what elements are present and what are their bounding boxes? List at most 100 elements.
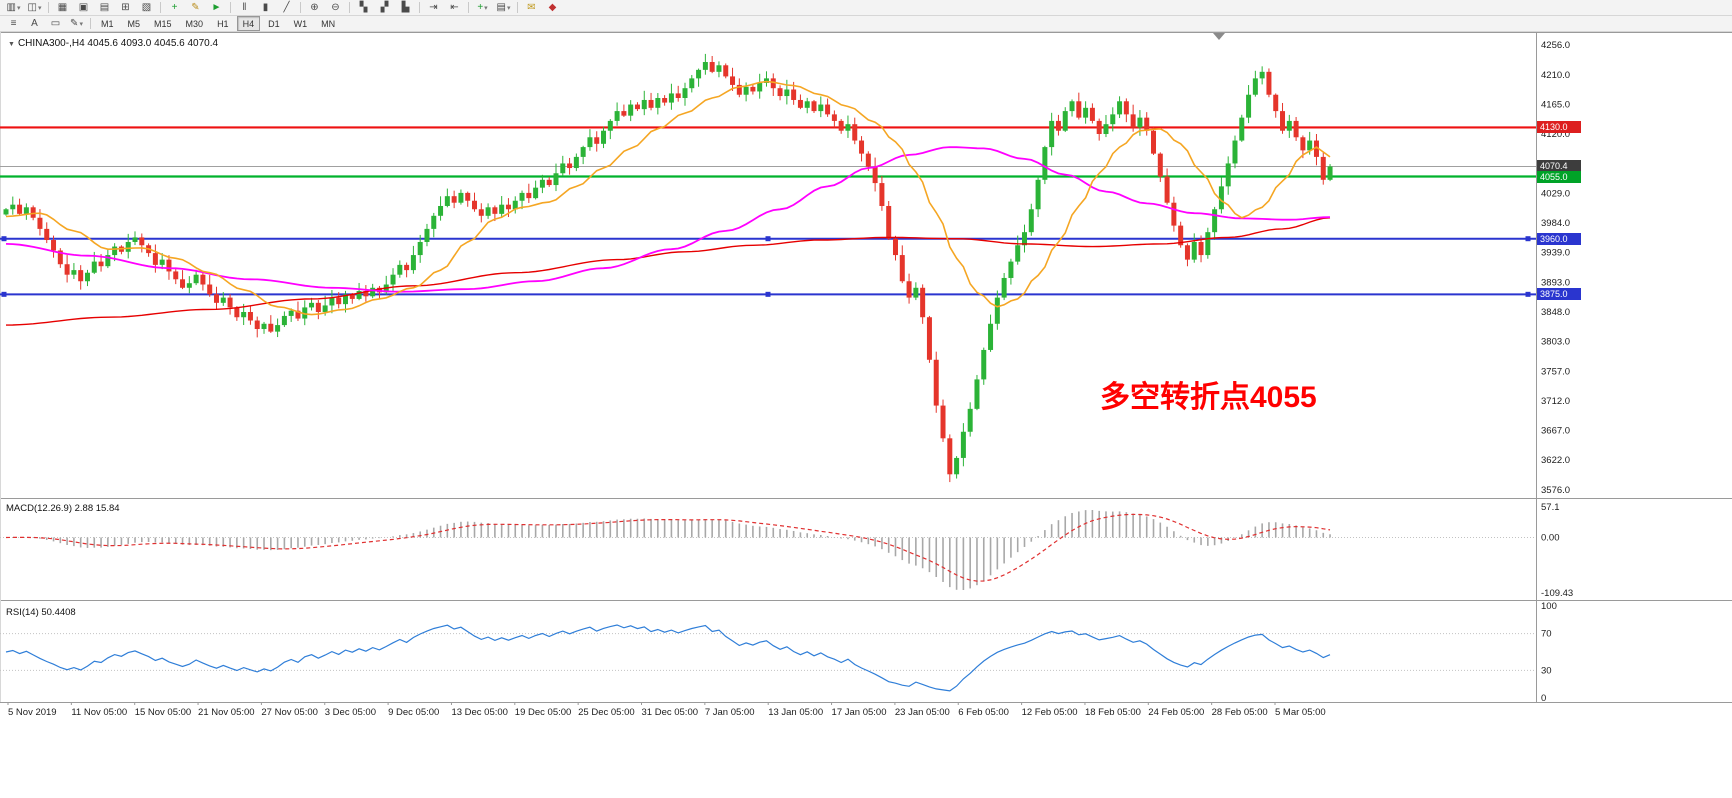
zoom-out-button[interactable]: ⊖ (325, 1, 346, 14)
chart-canvas[interactable]: 4256.04210.04165.04120.04074.04029.03984… (0, 32, 1732, 798)
timeframe-mn-button[interactable]: MN (321, 18, 336, 29)
svg-text:21 Nov 05:00: 21 Nov 05:00 (198, 707, 255, 718)
svg-text:28 Feb 05:00: 28 Feb 05:00 (1212, 707, 1268, 718)
chart-text-annotation[interactable]: 多空转折点4055 (1100, 381, 1317, 414)
timeframe-d1-button[interactable]: D1 (268, 18, 280, 29)
templates-button[interactable]: ▤ ▾ (493, 1, 514, 14)
toolbar-separator (517, 2, 518, 13)
svg-text:4256.0: 4256.0 (1541, 40, 1570, 51)
toolbar-separator (90, 18, 91, 29)
svg-text:24 Feb 05:00: 24 Feb 05:00 (1148, 707, 1204, 718)
metaeditor-button[interactable]: ✎ (185, 1, 206, 14)
dropdown-caret-icon: ▾ (506, 4, 511, 12)
shapes-tool-icon: ▭ (50, 18, 61, 29)
timeframe-m15-button[interactable]: M15 (154, 18, 172, 29)
navigator-button[interactable]: ▤ (94, 1, 115, 14)
objects-list-button[interactable]: ≡ (3, 17, 24, 30)
line-chart-mode-button[interactable]: ╱ (276, 1, 297, 14)
macd-signal-line (5, 513, 1331, 582)
svg-text:-109.43: -109.43 (1541, 588, 1573, 599)
data-window-button[interactable]: ▣ (73, 1, 94, 14)
cascade-windows-icon: ▞ (380, 2, 389, 13)
text-tool-button[interactable]: A (24, 17, 45, 30)
svg-text:18 Feb 05:00: 18 Feb 05:00 (1085, 707, 1141, 718)
shapes-tool-button[interactable]: ▭ (45, 17, 66, 30)
strategy-tester-icon: ▧ (141, 2, 152, 13)
ma-line-slow-red (5, 217, 1331, 326)
svg-text:5 Nov 2019: 5 Nov 2019 (8, 707, 57, 718)
templates-icon: ▤ (496, 2, 506, 13)
toolbar-separator (468, 2, 469, 13)
timeframe-m30-button[interactable]: M30 (185, 18, 204, 29)
svg-text:6 Feb 05:00: 6 Feb 05:00 (958, 707, 1009, 718)
svg-text:27 Nov 05:00: 27 Nov 05:00 (261, 707, 318, 718)
terminal-button[interactable]: ⊞ (115, 1, 136, 14)
new-order-button[interactable]: + (164, 1, 185, 14)
new-order-icon: + (171, 2, 178, 13)
arrange-windows-icon: ▙ (401, 2, 410, 13)
price-badge-3960.0: 3960.0 (1537, 232, 1581, 245)
svg-text:3 Dec 05:00: 3 Dec 05:00 (325, 707, 376, 718)
market-watch-button[interactable]: ▦ (52, 1, 73, 14)
tile-windows-icon: ▚ (359, 2, 368, 13)
timeframe-w1-button[interactable]: W1 (293, 18, 308, 29)
zoom-in-icon: ⊕ (310, 2, 319, 13)
timeframe-m1-button[interactable]: M1 (101, 18, 114, 29)
rsi-line (5, 624, 1331, 692)
svg-text:4120.0: 4120.0 (1541, 129, 1570, 140)
metaeditor-icon: ✎ (191, 2, 200, 13)
dropdown-caret-icon: ▾ (16, 4, 21, 12)
timeframe-m5-button[interactable]: M5 (127, 18, 141, 29)
svg-text:3848.0: 3848.0 (1541, 307, 1570, 318)
toolbar-separator (300, 2, 301, 13)
auto-scroll-icon: ⇥ (429, 2, 438, 13)
chart-shift-button[interactable]: ⇤ (444, 1, 465, 14)
market-watch-icon: ▦ (57, 2, 68, 13)
ma-line-fast-orange (5, 80, 1331, 316)
pane-borders (0, 32, 1732, 703)
mailbox-button[interactable]: ✉ (521, 1, 542, 14)
one-click-trading-icon[interactable]: ▼ (8, 41, 15, 48)
candlestick-mode-button[interactable]: ▮ (255, 1, 276, 14)
svg-text:3576.0: 3576.0 (1541, 485, 1570, 496)
chart-shift-marker[interactable] (1213, 33, 1225, 40)
draw-tools-button[interactable]: ✎ ▾ (66, 17, 87, 30)
toolbar-separator (230, 2, 231, 13)
zoom-in-button[interactable]: ⊕ (304, 1, 325, 14)
axis-labels: 4256.04210.04165.04120.04074.04029.03984… (7, 40, 1573, 718)
auto-scroll-button[interactable]: ⇥ (423, 1, 444, 14)
svg-text:57.1: 57.1 (1541, 502, 1560, 513)
svg-text:4029.0: 4029.0 (1541, 189, 1570, 200)
svg-text:9 Dec 05:00: 9 Dec 05:00 (388, 707, 439, 718)
svg-text:30: 30 (1541, 665, 1552, 676)
timeframe-h1-button[interactable]: H1 (217, 18, 229, 29)
autotrading-button[interactable]: ► (206, 1, 227, 14)
svg-text:31 Dec 05:00: 31 Dec 05:00 (642, 707, 699, 718)
arrange-windows-button[interactable]: ▙ (395, 1, 416, 14)
dropdown-caret-icon: ▾ (37, 4, 42, 12)
svg-text:25 Dec 05:00: 25 Dec 05:00 (578, 707, 635, 718)
cascade-windows-button[interactable]: ▞ (374, 1, 395, 14)
tile-windows-button[interactable]: ▚ (353, 1, 374, 14)
mailbox-icon: ✉ (527, 2, 536, 13)
profiles-button[interactable]: ◫ ▾ (24, 1, 45, 14)
toolbar-separator (48, 2, 49, 13)
svg-text:0: 0 (1541, 693, 1546, 704)
bar-chart-mode-icon: ‖ (242, 2, 247, 13)
news-icon: ◆ (548, 2, 557, 13)
news-button[interactable]: ◆ (542, 1, 563, 14)
timeframe-h4-button[interactable]: H4 (236, 16, 261, 31)
ma-line-medium-magenta (5, 146, 1331, 293)
bar-chart-mode-button[interactable]: ‖ (234, 1, 255, 14)
toolbar-separator (419, 2, 420, 13)
line-chart-mode-icon: ╱ (283, 2, 290, 13)
svg-text:100: 100 (1541, 601, 1557, 612)
svg-text:15 Nov 05:00: 15 Nov 05:00 (135, 707, 192, 718)
indicators-button[interactable]: + ▾ (472, 1, 493, 14)
timeframe-toolbar: ≡ A ▭ ✎ ▾ M1 M5 M15 M30 H1 H4 D1 W1 MN (0, 16, 1732, 32)
strategy-tester-button[interactable]: ▧ (136, 1, 157, 14)
svg-text:11 Nov 05:00: 11 Nov 05:00 (71, 707, 127, 718)
new-chart-button[interactable]: ▥ ▾ (3, 1, 24, 14)
chart-symbol-title: ▼ CHINA300-,H4 4045.6 4093.0 4045.6 4070.… (8, 38, 218, 49)
